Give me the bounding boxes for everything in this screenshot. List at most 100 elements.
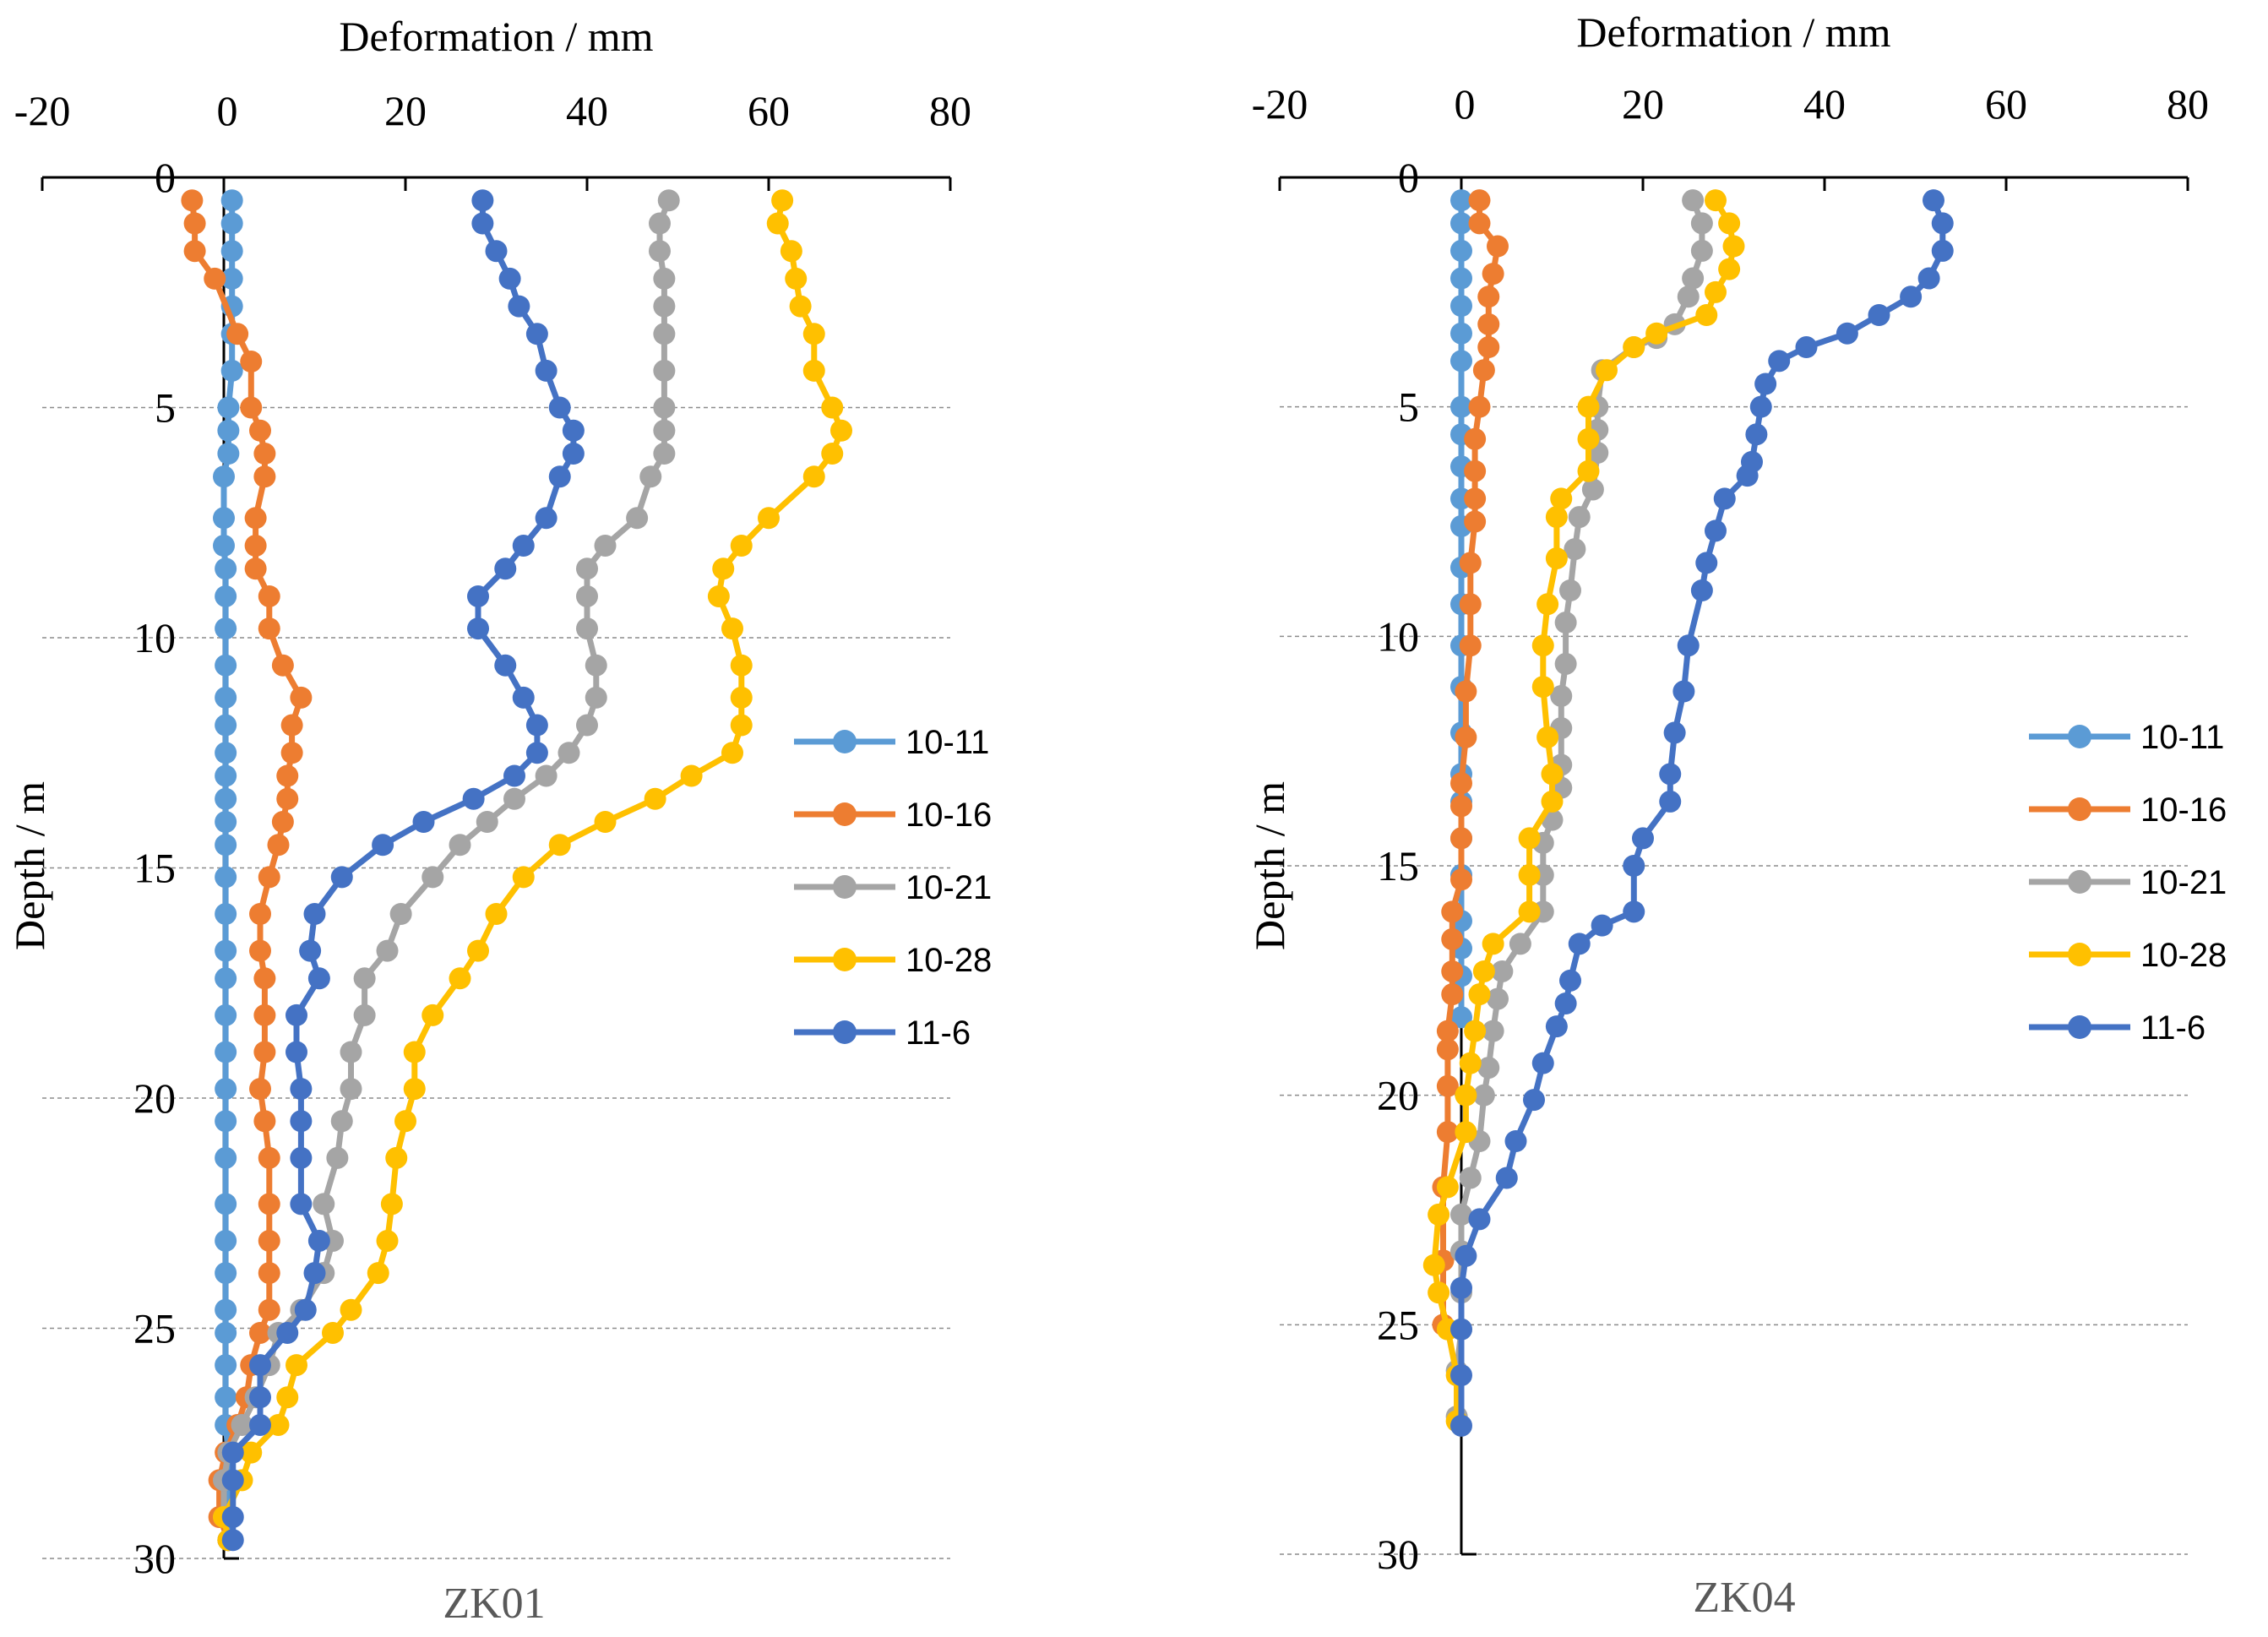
data-point	[1682, 189, 1705, 212]
data-point	[240, 396, 263, 419]
data-point	[1482, 933, 1504, 955]
data-point	[213, 535, 235, 557]
data-point	[240, 351, 263, 373]
data-point	[1450, 267, 1472, 290]
data-point	[1923, 189, 1944, 212]
data-point	[649, 240, 671, 263]
data-point	[215, 1321, 237, 1344]
data-point	[657, 189, 680, 212]
legend-swatch-marker	[2068, 870, 2091, 894]
x-axis-title: Deformation / mm	[339, 13, 653, 60]
series-10-28	[213, 189, 852, 1552]
data-point	[1749, 395, 1772, 418]
data-point	[276, 1321, 299, 1344]
data-point	[385, 1146, 408, 1169]
y-tick-label: 5	[155, 384, 176, 432]
data-point	[771, 189, 794, 212]
data-point	[626, 507, 649, 530]
data-point	[1428, 1203, 1450, 1226]
legend-swatch-marker	[833, 948, 857, 971]
data-point	[503, 764, 525, 787]
data-point	[1450, 1318, 1472, 1341]
data-point	[1596, 359, 1618, 382]
data-point	[1659, 790, 1682, 813]
legend-label: 10-28	[2140, 937, 2227, 974]
data-point	[639, 465, 662, 488]
data-point	[215, 1229, 237, 1252]
data-point	[1545, 506, 1568, 529]
data-point	[326, 1146, 349, 1169]
data-point	[1672, 680, 1695, 703]
data-point	[1536, 593, 1559, 616]
data-point	[215, 834, 237, 857]
data-point	[231, 1413, 253, 1436]
data-point	[215, 1386, 237, 1409]
data-point	[1482, 1020, 1504, 1042]
data-point	[1441, 927, 1464, 950]
data-point	[525, 714, 548, 737]
data-point	[394, 1110, 416, 1133]
data-point	[1487, 235, 1509, 258]
data-point	[1450, 868, 1472, 891]
data-point	[1482, 263, 1504, 286]
legend-label: 10-16	[906, 797, 992, 834]
data-point	[535, 507, 557, 530]
data-point	[286, 1003, 307, 1026]
data-point	[276, 764, 299, 787]
x-tick-label: -20	[14, 87, 71, 134]
data-point	[653, 443, 676, 465]
data-point	[1931, 239, 1954, 262]
data-point	[1436, 1176, 1459, 1199]
data-point	[267, 1413, 290, 1436]
data-point	[340, 1078, 362, 1101]
data-point	[1518, 863, 1541, 886]
data-point	[830, 419, 852, 442]
chart-zk01: -20 0 20 40 60 80 0 5 10 15 20 25 30 Deformation / mm…	[6, 13, 992, 1628]
data-point	[576, 714, 598, 737]
data-point	[422, 1003, 444, 1026]
data-point	[594, 811, 617, 833]
data-point	[802, 323, 825, 345]
data-point	[412, 811, 435, 833]
data-point	[1450, 395, 1472, 418]
data-point	[649, 212, 671, 235]
data-point	[653, 396, 676, 419]
data-point	[512, 686, 535, 709]
legend-label: 10-11	[906, 724, 989, 761]
data-point	[1718, 258, 1741, 280]
data-point	[220, 240, 243, 263]
data-point	[215, 1078, 237, 1101]
data-point	[215, 1193, 237, 1216]
data-point	[258, 1229, 280, 1252]
data-point	[204, 267, 226, 290]
data-point	[249, 1386, 271, 1409]
data-point	[244, 507, 267, 530]
data-point	[508, 295, 530, 318]
legend-label: 10-28	[906, 942, 992, 979]
data-point	[1900, 286, 1923, 308]
data-point	[258, 1193, 280, 1216]
data-point	[1464, 510, 1487, 533]
data-point	[1705, 280, 1727, 303]
legend-swatch-marker	[833, 875, 857, 899]
data-point	[367, 1262, 389, 1285]
data-point	[403, 1041, 426, 1063]
y-tick-label: 5	[1398, 383, 1419, 431]
data-point	[215, 585, 237, 607]
x-tick-label: 40	[1803, 80, 1846, 128]
data-point	[1450, 795, 1472, 818]
data-point	[1468, 212, 1491, 235]
data-point	[1468, 983, 1491, 1006]
data-point	[240, 1441, 263, 1464]
data-point	[249, 419, 271, 442]
data-point	[758, 507, 780, 530]
data-point	[576, 557, 598, 580]
data-point	[1705, 519, 1727, 542]
data-point	[780, 240, 802, 263]
data-point	[512, 866, 535, 889]
data-point	[258, 585, 280, 607]
data-point	[1917, 267, 1940, 290]
y-axis-title: Depth / m	[6, 781, 53, 950]
x-tick-label: 0	[217, 87, 238, 134]
data-point	[1564, 538, 1586, 561]
